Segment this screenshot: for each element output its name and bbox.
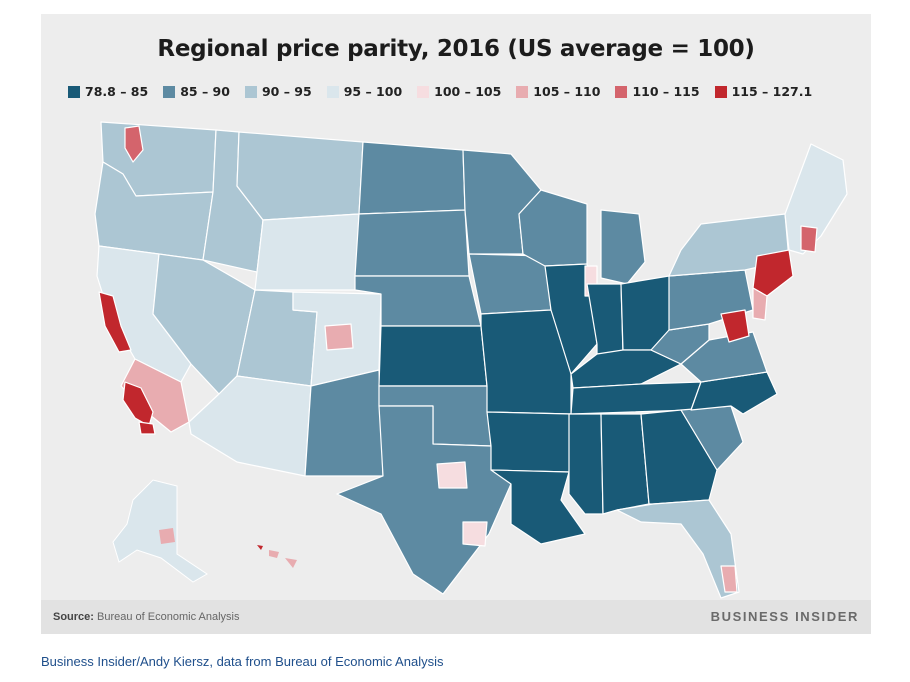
footer-bar: Source: Bureau of Economic Analysis BUSI… <box>41 600 871 634</box>
region-bay-area <box>98 291 132 353</box>
region-denver <box>324 323 354 351</box>
region-montana <box>236 131 364 221</box>
region-hawaii-1 <box>257 545 263 550</box>
image-caption: Business Insider/Andy Kiersz, data from … <box>41 654 444 669</box>
brand-logo: BUSINESS INSIDER <box>710 609 859 624</box>
region-wyoming <box>254 213 360 291</box>
region-seattle <box>124 125 144 163</box>
map-title: Regional price parity, 2016 (US average … <box>157 36 755 62</box>
source-note: Source: Bureau of Economic Analysis <box>53 611 240 623</box>
region-arkansas <box>486 411 572 473</box>
legend-label: 100 – 105 <box>434 84 502 99</box>
region-new-mexico <box>304 369 384 477</box>
source-text: Bureau of Economic Analysis <box>97 611 240 623</box>
legend-item-2: 85 – 90 <box>163 84 230 99</box>
legend-item-3: 90 – 95 <box>244 84 312 99</box>
region-new-york-city <box>752 249 794 297</box>
legend: 78.8 – 85 85 – 90 90 – 95 95 – 100 100 –… <box>68 84 812 99</box>
legend-swatch <box>516 85 529 98</box>
legend-item-1: 78.8 – 85 <box>68 84 148 99</box>
legend-swatch <box>326 85 339 98</box>
region-mississippi <box>568 413 604 515</box>
legend-label: 110 – 115 <box>632 84 700 99</box>
legend-label: 105 – 110 <box>533 84 601 99</box>
region-florida <box>616 499 740 599</box>
legend-swatch <box>68 85 80 98</box>
region-hawaii-2 <box>269 550 279 558</box>
legend-swatch <box>615 85 628 98</box>
legend-item-7: 110 – 115 <box>615 84 700 99</box>
legend-label: 115 – 127.1 <box>731 84 813 99</box>
region-california-south <box>120 358 190 433</box>
region-north-dakota <box>358 141 466 215</box>
region-dallas <box>436 461 468 489</box>
region-arizona <box>188 375 312 477</box>
region-houston <box>462 521 488 547</box>
legend-item-4: 95 – 100 <box>326 84 403 99</box>
region-anchorage <box>159 528 175 544</box>
legend-swatch <box>714 85 727 98</box>
region-new-jersey <box>752 287 768 321</box>
us-choropleth-map <box>94 121 848 599</box>
legend-swatch <box>244 85 257 98</box>
legend-label: 78.8 – 85 <box>85 84 149 99</box>
legend-item-6: 105 – 110 <box>516 84 600 99</box>
region-tennessee <box>570 381 702 415</box>
region-kansas <box>378 325 488 387</box>
region-miami <box>720 565 738 593</box>
legend-item-8: 115 – 127.1 <box>714 84 813 99</box>
legend-item-5: 100 – 105 <box>417 84 501 99</box>
region-south-dakota <box>354 209 470 277</box>
source-label: Source: <box>53 611 94 623</box>
region-texas <box>336 405 512 595</box>
legend-label: 95 – 100 <box>343 84 403 99</box>
region-hawaii-3 <box>285 558 297 568</box>
legend-swatch <box>163 85 176 98</box>
region-louisiana <box>490 469 586 545</box>
legend-swatch <box>417 85 430 98</box>
region-washington-dc <box>720 309 750 343</box>
legend-label: 90 – 95 <box>261 84 312 99</box>
region-michigan <box>600 209 646 285</box>
map-figure: Regional price parity, 2016 (US average … <box>41 14 871 634</box>
legend-label: 85 – 90 <box>180 84 230 99</box>
region-boston <box>800 225 818 253</box>
region-illinois <box>544 263 598 375</box>
region-san-diego <box>138 421 156 435</box>
